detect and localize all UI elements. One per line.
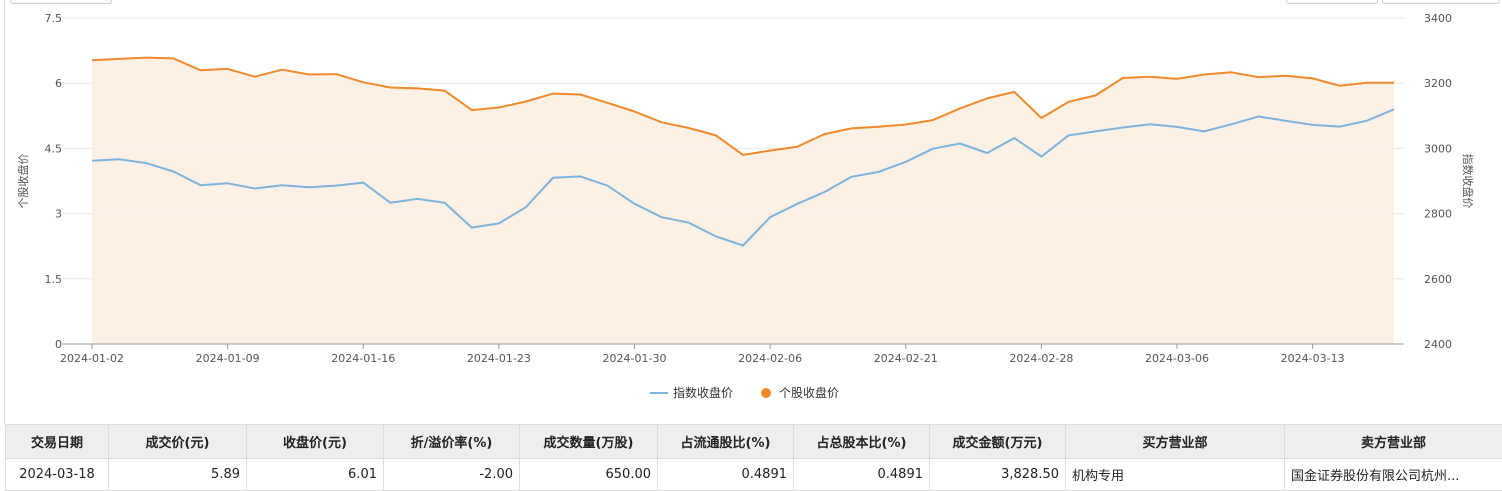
y-left-tick-label: 6 xyxy=(55,77,62,90)
cell-trade-date: 2024-03-18 xyxy=(6,459,109,491)
y-left-tick-label: 7.5 xyxy=(45,12,63,25)
y-left-tick-label: 3 xyxy=(55,208,62,221)
col-seller: 卖方营业部 xyxy=(1285,425,1502,459)
cell-close-price: 6.01 xyxy=(247,459,384,491)
x-axis: 2024-01-02 2024-01-09 2024-01-16 2024-01-23… xyxy=(60,344,1345,365)
y-right-tick-label: 3400 xyxy=(1424,12,1452,25)
table-header-row: 交易日期 成交价(元) 收盘价(元) 折/溢价率(%) 成交数量(万股) 占流通… xyxy=(6,425,1502,459)
x-tick-label: 2024-01-02 xyxy=(60,352,124,365)
col-trade-date: 交易日期 xyxy=(6,425,109,459)
y-right-axis: 2400 2600 2800 3000 3200 3400 xyxy=(1424,12,1452,351)
col-premium-rate: 折/溢价率(%) xyxy=(384,425,520,459)
stock-area-fill xyxy=(92,58,1394,344)
y-right-tick-label: 2400 xyxy=(1424,338,1452,351)
legend: 指数收盘价 个股收盘价 xyxy=(650,385,839,400)
col-total-ratio: 占总股本比(%) xyxy=(794,425,930,459)
cell-total-ratio: 0.4891 xyxy=(794,459,930,491)
cell-seller: 国金证券股份有限公司杭州... xyxy=(1285,459,1502,491)
col-close-price: 收盘价(元) xyxy=(247,425,384,459)
cell-float-ratio: 0.4891 xyxy=(658,459,794,491)
x-tick-label: 2024-01-09 xyxy=(196,352,260,365)
col-volume: 成交数量(万股) xyxy=(520,425,658,459)
cell-volume: 650.00 xyxy=(520,459,658,491)
y-left-axis-title: 个股收盘价 xyxy=(16,154,30,209)
col-float-ratio: 占流通股比(%) xyxy=(658,425,794,459)
cell-buyer: 机构专用 xyxy=(1066,459,1285,491)
y-right-tick-label: 3200 xyxy=(1424,77,1452,90)
price-chart: 0 1.5 3 4.5 6 7.5 2400 2600 2800 3000 3200 3400 20… xyxy=(0,0,1502,424)
y-right-tick-label: 2600 xyxy=(1424,273,1452,286)
x-tick-label: 2024-01-16 xyxy=(331,352,395,365)
cell-amount: 3,828.50 xyxy=(930,459,1066,491)
x-tick-label: 2024-02-21 xyxy=(874,352,938,365)
legend-label-stock: 个股收盘价 xyxy=(779,385,839,400)
cell-trade-price: 5.89 xyxy=(109,459,247,491)
x-tick-label: 2024-03-13 xyxy=(1281,352,1345,365)
col-trade-price: 成交价(元) xyxy=(109,425,247,459)
col-amount: 成交金额(万元) xyxy=(930,425,1066,459)
legend-item-stock[interactable]: 个股收盘价 xyxy=(761,385,839,400)
y-left-tick-label: 1.5 xyxy=(45,273,63,286)
block-trade-table: 交易日期 成交价(元) 收盘价(元) 折/溢价率(%) 成交数量(万股) 占流通… xyxy=(5,424,1502,491)
y-left-axis: 0 1.5 3 4.5 6 7.5 xyxy=(45,12,63,351)
x-tick-label: 2024-03-06 xyxy=(1145,352,1209,365)
x-tick-label: 2024-02-06 xyxy=(738,352,802,365)
y-right-tick-label: 2800 xyxy=(1424,208,1452,221)
cell-premium-rate: -2.00 xyxy=(384,459,520,491)
y-right-tick-label: 3000 xyxy=(1424,142,1452,155)
y-left-tick-label: 4.5 xyxy=(45,142,63,155)
x-tick-label: 2024-02-28 xyxy=(1009,352,1073,365)
y-left-tick-label: 0 xyxy=(55,338,62,351)
legend-item-index[interactable]: 指数收盘价 xyxy=(650,385,733,400)
table-row[interactable]: 2024-03-18 5.89 6.01 -2.00 650.00 0.4891… xyxy=(6,459,1502,491)
x-tick-label: 2024-01-30 xyxy=(603,352,667,365)
col-buyer: 买方营业部 xyxy=(1066,425,1285,459)
y-right-axis-title: 指数收盘价 xyxy=(1461,154,1475,209)
legend-label-index: 指数收盘价 xyxy=(673,385,733,400)
x-tick-label: 2024-01-23 xyxy=(467,352,531,365)
